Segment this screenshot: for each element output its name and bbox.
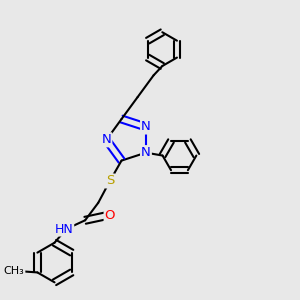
Text: N: N (102, 133, 111, 146)
Text: HN: HN (55, 223, 73, 236)
Text: S: S (106, 175, 114, 188)
Text: N: N (141, 121, 151, 134)
Text: N: N (141, 146, 151, 159)
Text: CH₃: CH₃ (4, 266, 25, 276)
Text: O: O (105, 209, 115, 222)
